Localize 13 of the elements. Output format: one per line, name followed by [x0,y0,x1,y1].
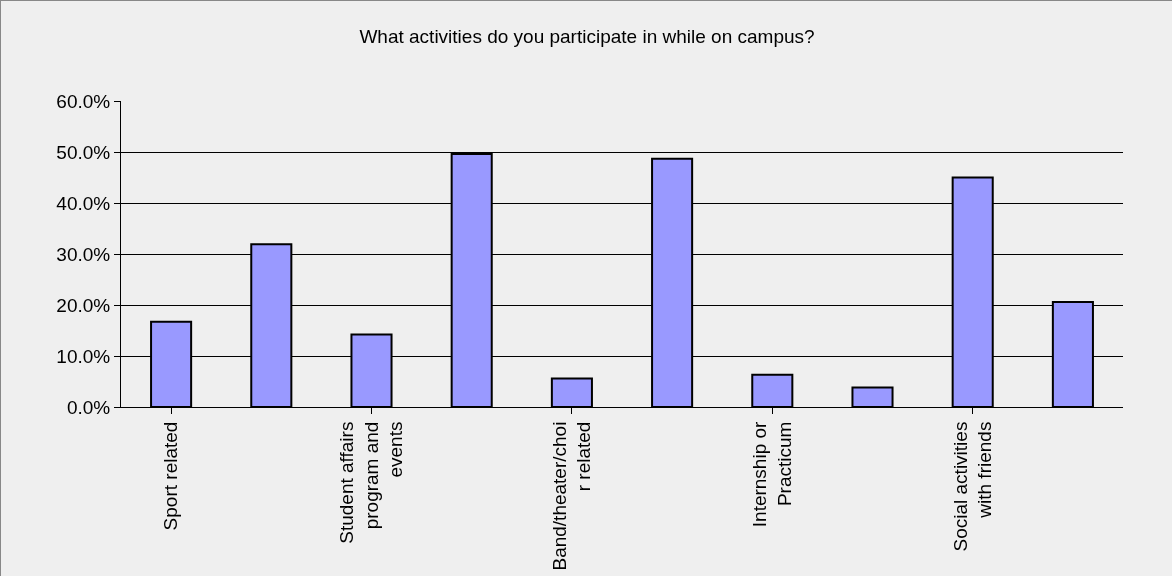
y-tick-label: 10.0% [56,345,111,367]
x-tick-label: Sport related [160,421,182,531]
y-tick-label: 30.0% [56,243,111,265]
x-tick-label: Internship or Practicum [749,420,795,528]
x-tick-label: Band/theater/choir related [548,421,595,571]
y-tick-label: 20.0% [56,294,111,316]
x-tick-label: Student affairs program and events [335,421,407,544]
y-tick-label: 0.0% [66,396,111,418]
y-tick-label: 50.0% [56,141,111,163]
x-tick-label: Social activities with friends [949,421,996,552]
chart-title: What activities do you participate in while on campus? [359,26,815,48]
y-tick-label: 60.0% [56,90,111,112]
y-tick-label: 40.0% [56,192,111,214]
